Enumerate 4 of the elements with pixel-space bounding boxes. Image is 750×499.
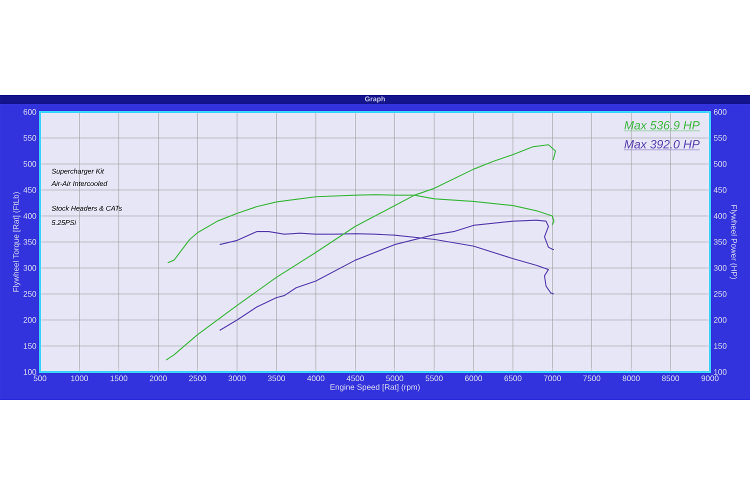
line-series	[166, 144, 556, 361]
annotation: Max 536.9 HP	[624, 121, 700, 130]
annotation: Max 392.0 HP	[624, 140, 700, 148]
line-series	[219, 220, 554, 331]
